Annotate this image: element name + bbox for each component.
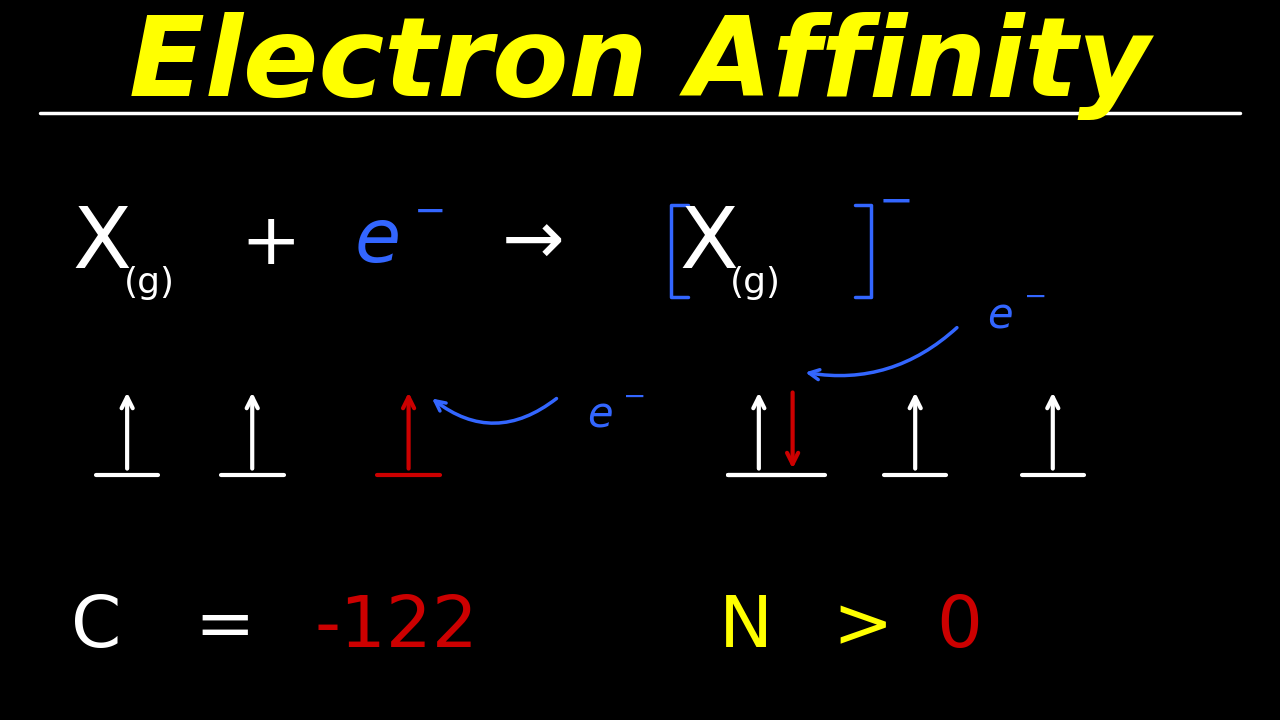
Text: 0: 0 <box>936 593 982 662</box>
Text: −: − <box>413 193 447 231</box>
Text: -122: -122 <box>314 593 477 662</box>
Text: (g): (g) <box>124 266 175 300</box>
Text: e: e <box>355 204 401 276</box>
Text: −: − <box>623 383 646 411</box>
FancyArrowPatch shape <box>809 328 957 379</box>
Text: −: − <box>1024 284 1047 311</box>
Text: e: e <box>987 295 1012 338</box>
Text: X: X <box>73 202 132 286</box>
Text: X: X <box>680 202 739 286</box>
Text: C: C <box>70 593 122 662</box>
Text: →: → <box>502 207 564 281</box>
Text: N: N <box>719 593 773 662</box>
Text: =: = <box>195 593 255 662</box>
Text: (g): (g) <box>730 266 781 300</box>
Text: e: e <box>588 395 613 437</box>
Text: Electron Affinity: Electron Affinity <box>129 12 1151 120</box>
Text: −: − <box>879 181 914 222</box>
Text: >: > <box>832 593 893 662</box>
Text: +: + <box>241 210 301 279</box>
FancyArrowPatch shape <box>435 398 557 423</box>
